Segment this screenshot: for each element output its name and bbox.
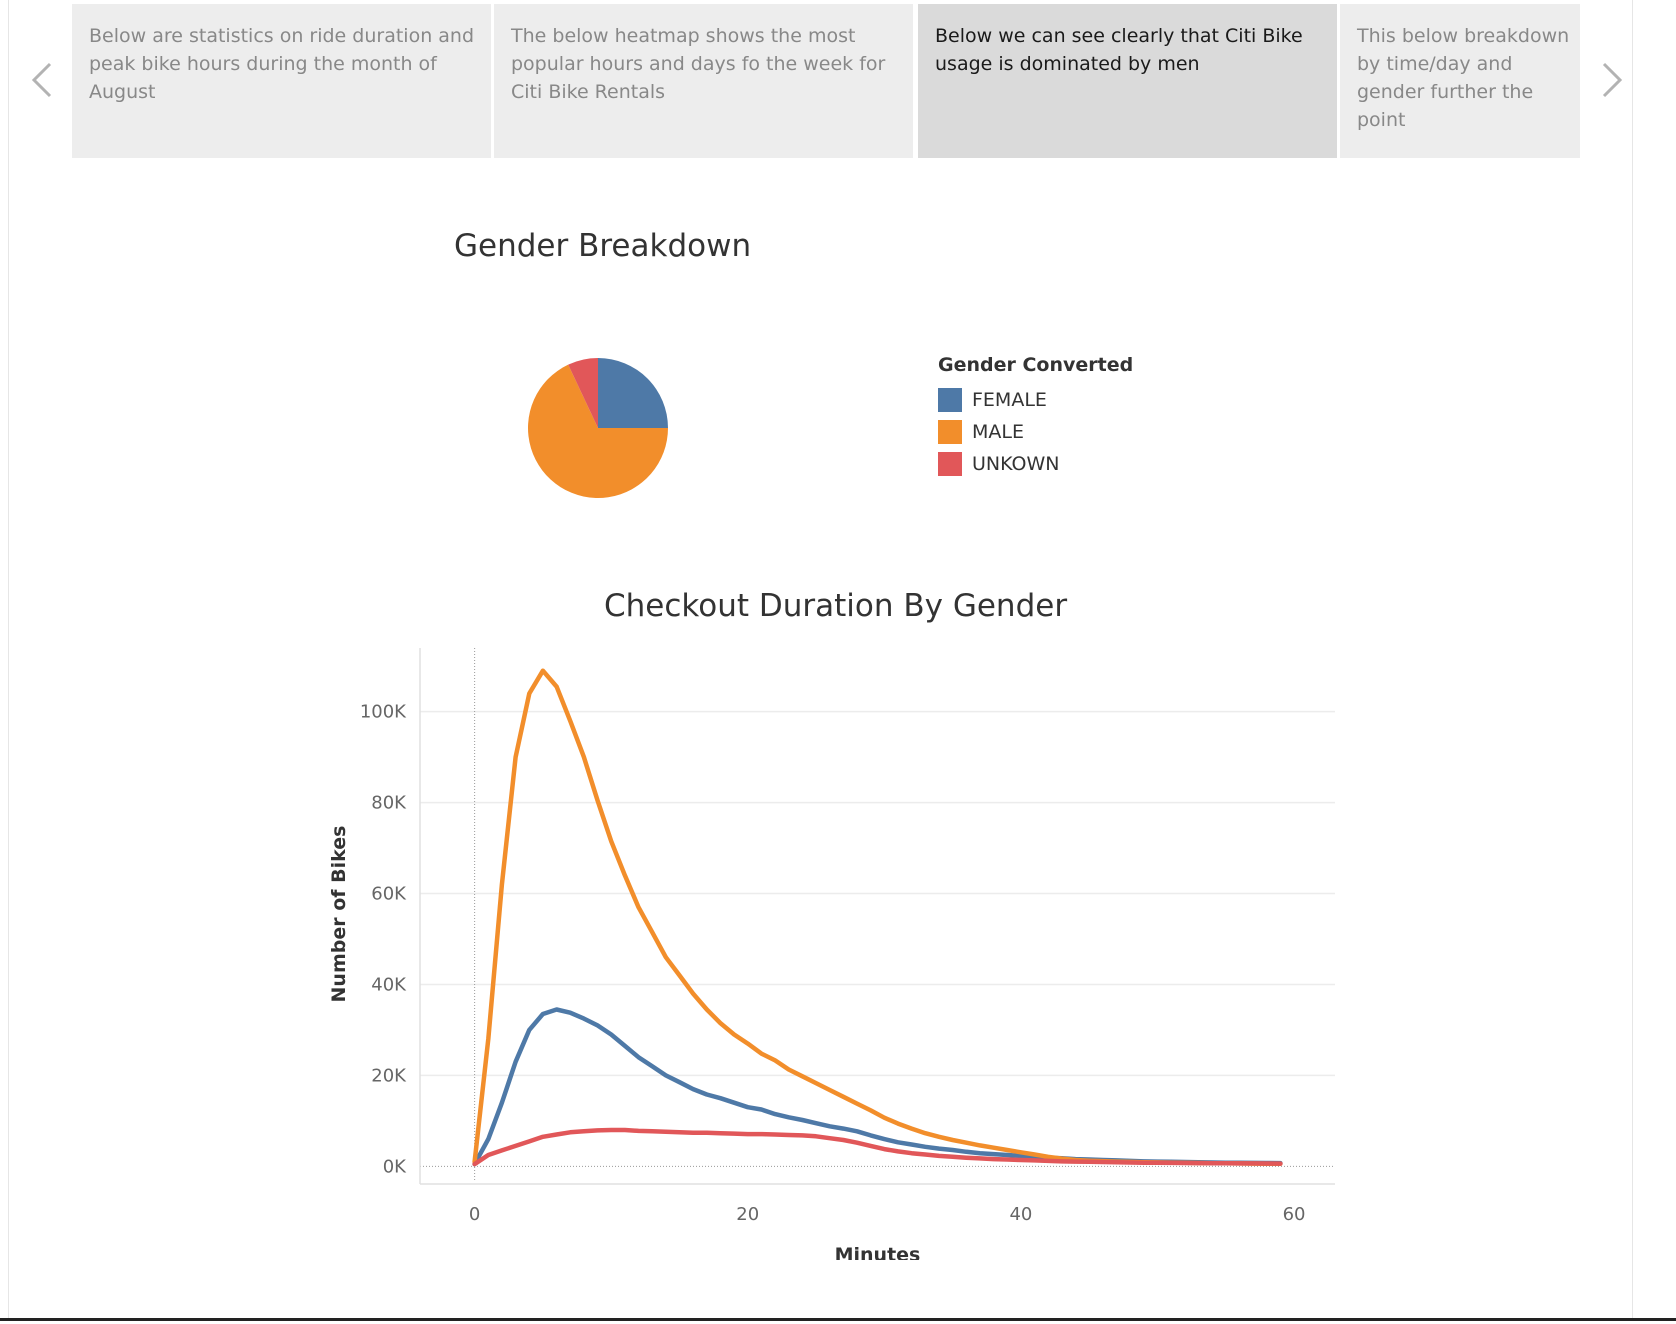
line-chart-title: Checkout Duration By Gender [604, 588, 1068, 624]
pie-slice-unkown[interactable] [568, 358, 598, 428]
y-tick-label: 80K [371, 793, 407, 814]
legend-swatch-female [938, 388, 962, 412]
x-axis-title: Minutes [835, 1244, 921, 1260]
legend-label-unknown: UNKOWN [972, 453, 1060, 475]
legend-swatch-male [938, 420, 962, 444]
chevron-right-icon[interactable] [1590, 60, 1630, 100]
series-line-male[interactable] [472, 668, 1283, 1167]
story-point-4[interactable]: This below breakdown by time/day and gen… [1340, 4, 1580, 158]
legend-label-male: MALE [972, 421, 1024, 443]
x-tick-label: 0 [469, 1204, 480, 1225]
story-navigator: Below are statistics on ride duration an… [72, 4, 1580, 158]
x-tick-label: 60 [1283, 1204, 1306, 1225]
pie-slice-female[interactable] [598, 358, 668, 428]
pie-slice-male[interactable] [528, 364, 668, 499]
y-tick-label: 100K [360, 702, 407, 723]
x-tick-label: 40 [1009, 1204, 1032, 1225]
gender-legend: Gender Converted FEMALE MALE UNKOWN [938, 354, 1133, 480]
y-tick-label: 0K [383, 1156, 407, 1177]
chevron-left-icon[interactable] [24, 60, 64, 100]
dashboard-right-border [1632, 0, 1633, 1318]
story-point-2[interactable]: The below heatmap shows the most popular… [494, 4, 913, 158]
gender-pie-chart [528, 358, 668, 499]
y-tick-label: 20K [371, 1065, 407, 1086]
x-tick-label: 20 [736, 1204, 759, 1225]
legend-item-male[interactable]: MALE [938, 416, 1133, 448]
y-axis-title: Number of Bikes [328, 826, 350, 1003]
legend-item-female[interactable]: FEMALE [938, 384, 1133, 416]
pie-chart-title: Gender Breakdown [454, 228, 752, 264]
story-point-3-active[interactable]: Below we can see clearly that Citi Bike … [918, 4, 1337, 158]
series-line-unkown[interactable] [472, 1127, 1283, 1167]
legend-item-unknown[interactable]: UNKOWN [938, 448, 1133, 480]
legend-title: Gender Converted [938, 354, 1134, 376]
bottom-border [0, 1318, 1676, 1321]
checkout-duration-line-chart: 0K 20K 40K 60K 80K 100K 0 20 40 60 Minutes Number o… [328, 648, 1335, 1260]
story-point-1[interactable]: Below are statistics on ride duration an… [72, 4, 491, 158]
legend-swatch-unknown [938, 452, 962, 476]
series-line-female[interactable] [472, 1007, 1283, 1167]
legend-label-female: FEMALE [972, 389, 1047, 411]
dashboard-left-border [8, 0, 9, 1318]
y-tick-label: 40K [371, 974, 407, 995]
y-tick-label: 60K [371, 884, 407, 905]
